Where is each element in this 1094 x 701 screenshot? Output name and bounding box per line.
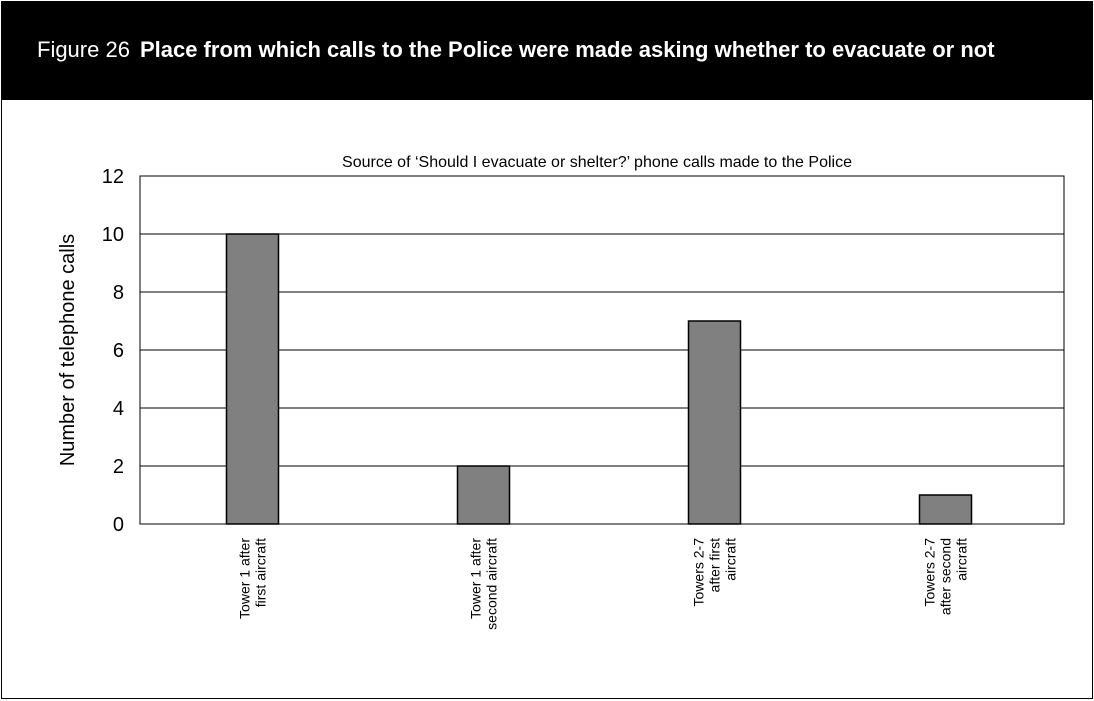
x-tick-label-line: Towers 2-7 xyxy=(922,538,938,607)
y-axis-ticks: 0 2 4 6 8 10 12 xyxy=(102,166,124,536)
bar xyxy=(225,233,280,525)
x-tick-label-line: after second xyxy=(938,538,954,615)
x-tick-label-line: aircraft xyxy=(954,538,970,581)
y-tick-label: 0 xyxy=(113,514,124,536)
y-tick-label: 2 xyxy=(113,456,124,478)
x-axis-ticks: Tower 1 after first aircraft Tower 1 after… xyxy=(237,538,970,630)
x-tick-label-line: aircraft xyxy=(723,538,739,581)
bar xyxy=(918,494,973,525)
y-tick-label: 12 xyxy=(102,166,124,188)
bar-chart: Source of ‘Should I evacuate or shelter?… xyxy=(57,154,1065,630)
x-tick-label: Tower 1 after second aircraft xyxy=(468,538,500,630)
x-tick-label-line: Towers 2-7 xyxy=(691,538,707,607)
x-tick-label-line: first aircraft xyxy=(253,538,269,607)
x-tick-label: Towers 2-7 after second aircraft xyxy=(922,538,970,615)
y-axis-label: Number of telephone calls xyxy=(57,234,79,466)
x-tick-label-line: Tower 1 after xyxy=(237,538,253,619)
y-tick-label: 4 xyxy=(113,398,124,420)
x-tick-label-line: Tower 1 after xyxy=(468,538,484,619)
bar xyxy=(687,320,742,525)
y-tick-label: 8 xyxy=(113,282,124,304)
figure-header: Figure 26 Place from which calls to the … xyxy=(2,2,1092,100)
x-tick-label: Tower 1 after first aircraft xyxy=(237,538,269,619)
x-tick-label-line: second aircraft xyxy=(484,538,500,630)
x-tick-label-line: after first xyxy=(707,538,723,593)
bar xyxy=(456,465,511,525)
x-tick-label: Towers 2-7 after first aircraft xyxy=(691,538,739,607)
figure-label: Figure 26 xyxy=(37,37,130,62)
chart-title: Source of ‘Should I evacuate or shelter?… xyxy=(342,154,852,171)
y-tick-label: 6 xyxy=(113,340,124,362)
plot-frame xyxy=(139,175,1065,525)
bars xyxy=(225,233,973,525)
y-tick-label: 10 xyxy=(102,224,124,246)
figure-title: Place from which calls to the Police wer… xyxy=(139,37,995,62)
